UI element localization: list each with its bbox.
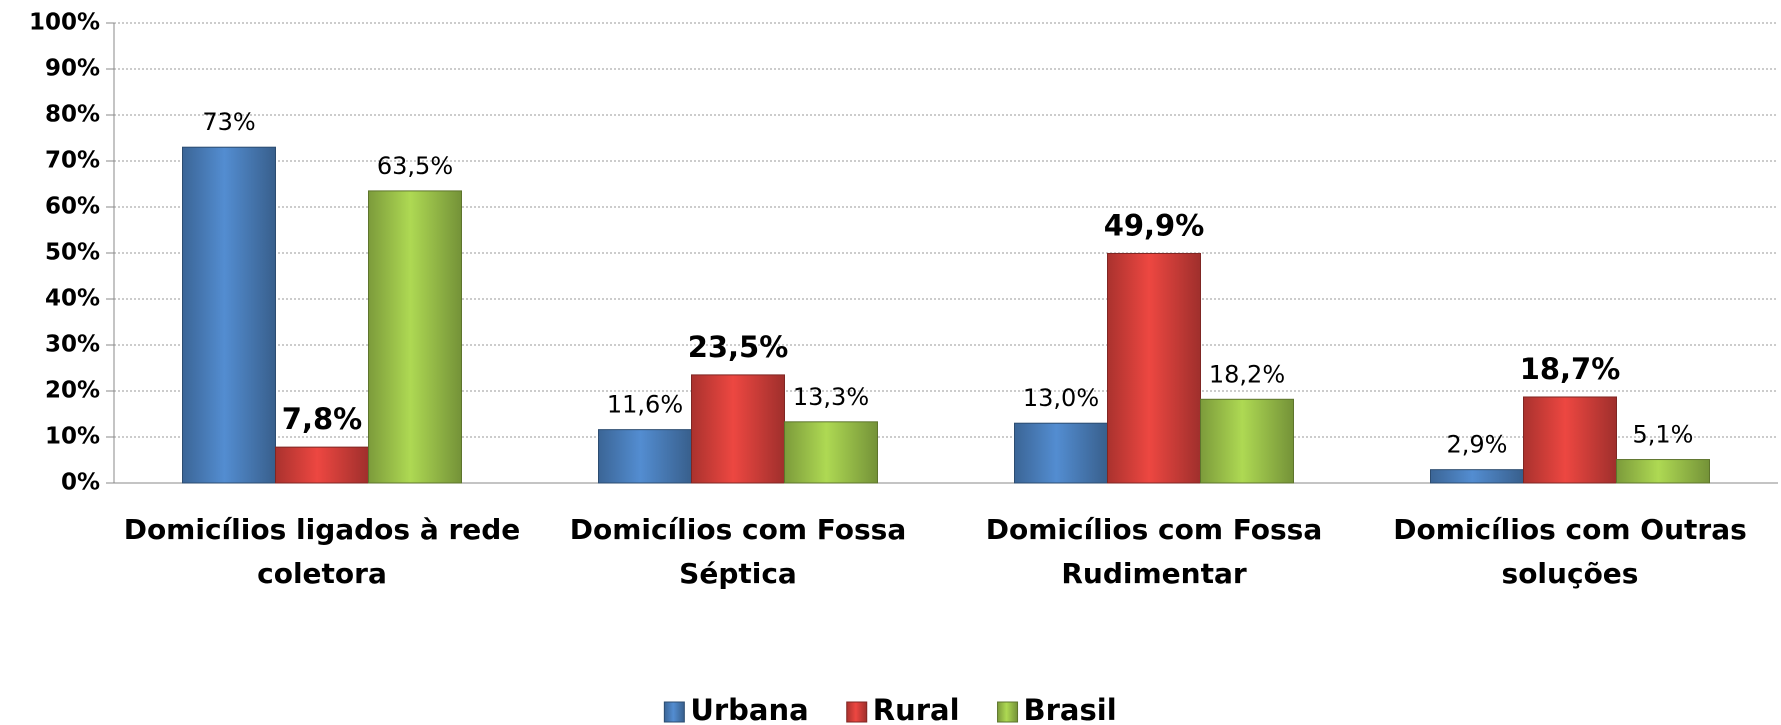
bar bbox=[1616, 459, 1710, 484]
y-tick-label: 60% bbox=[45, 194, 100, 220]
bar bbox=[691, 374, 785, 484]
data-label: 49,9% bbox=[1104, 208, 1205, 242]
legend-label: Urbana bbox=[690, 693, 808, 725]
data-label: 23,5% bbox=[688, 330, 789, 364]
x-tick-label: Domicílios com Fossa Rudimentar bbox=[985, 513, 1323, 590]
x-tick-label: Domicílios com Fossa Séptica bbox=[569, 513, 907, 590]
data-label: 2,9% bbox=[1447, 431, 1508, 459]
bar bbox=[1107, 252, 1201, 484]
legend-swatch bbox=[663, 701, 685, 723]
bar bbox=[275, 446, 369, 484]
x-tick-label: Domicílios com Outras soluções bbox=[1393, 513, 1747, 590]
y-tick-label: 30% bbox=[45, 332, 100, 358]
bar bbox=[368, 190, 462, 484]
bar bbox=[1014, 422, 1108, 484]
legend-swatch bbox=[846, 701, 868, 723]
legend-label: Brasil bbox=[1024, 693, 1117, 725]
legend-label: Rural bbox=[873, 693, 960, 725]
bar bbox=[784, 421, 878, 484]
bar bbox=[1430, 469, 1524, 484]
y-tick-label: 10% bbox=[45, 424, 100, 450]
y-tick-label: 80% bbox=[45, 102, 100, 128]
data-label: 7,8% bbox=[282, 402, 362, 436]
y-tick-label: 40% bbox=[45, 286, 100, 312]
data-label: 11,6% bbox=[607, 391, 683, 419]
data-label: 73% bbox=[202, 108, 255, 136]
y-tick-label: 70% bbox=[45, 148, 100, 174]
bar bbox=[1523, 396, 1617, 484]
data-label: 18,2% bbox=[1209, 360, 1285, 388]
data-label: 18,7% bbox=[1520, 352, 1621, 386]
data-label: 5,1% bbox=[1633, 421, 1694, 449]
y-tick-label: 20% bbox=[45, 378, 100, 404]
data-label: 63,5% bbox=[377, 152, 453, 180]
y-tick-label: 50% bbox=[45, 240, 100, 266]
y-tick-label: 0% bbox=[61, 470, 100, 496]
data-label: 13,3% bbox=[793, 383, 869, 411]
x-tick-label: Domicílios ligados à rede coletora bbox=[123, 513, 521, 590]
y-tick-label: 100% bbox=[29, 10, 100, 36]
bar bbox=[1200, 398, 1294, 484]
y-tick-label: 90% bbox=[45, 56, 100, 82]
data-label: 13,0% bbox=[1023, 384, 1099, 412]
bar bbox=[598, 429, 692, 484]
bar bbox=[182, 146, 276, 484]
legend-swatch bbox=[997, 701, 1019, 723]
